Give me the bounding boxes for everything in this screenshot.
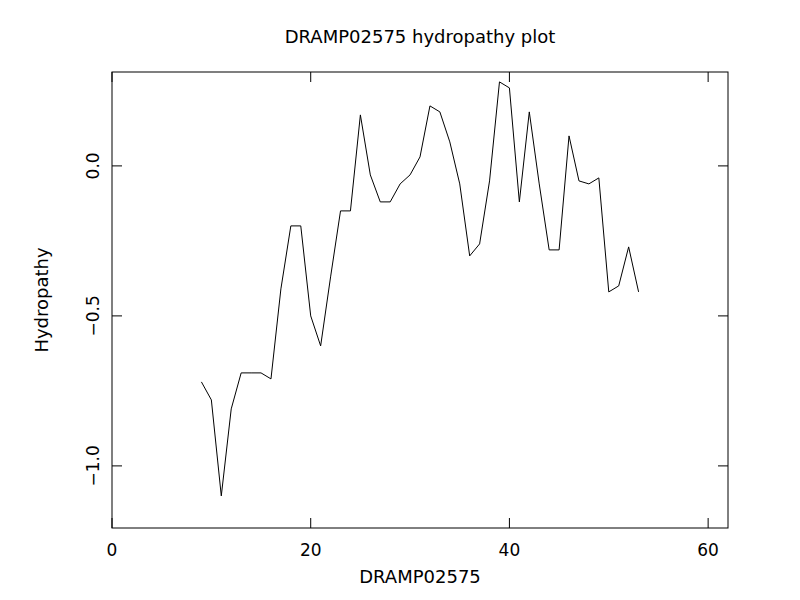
x-tick (310, 518, 311, 528)
chart: 0 20 40 60 −1.0 −0.5 0.0 DRAMP02575 hydropathy … (0, 0, 800, 600)
y-tick-label: −0.5 (83, 295, 103, 336)
x-tick (509, 72, 510, 82)
x-tick (310, 72, 311, 82)
x-tick-label: 0 (107, 540, 118, 560)
x-axis-label: DRAMP02575 (359, 566, 481, 587)
chart-title: DRAMP02575 hydropathy plot (285, 26, 556, 47)
x-tick-label: 20 (300, 540, 322, 560)
y-tick (718, 165, 728, 166)
y-tick (112, 315, 122, 316)
y-tick (112, 465, 122, 466)
plot-area (201, 82, 638, 496)
y-tick-label: 0.0 (83, 152, 103, 179)
y-tick (112, 165, 122, 166)
x-tick (708, 72, 709, 82)
y-tick-label: −1.0 (83, 445, 103, 486)
x-tick-label: 60 (697, 540, 719, 560)
hydropathy-line (201, 82, 638, 496)
x-tick (112, 518, 113, 528)
y-axis-label: Hydropathy (31, 247, 52, 353)
y-tick (718, 315, 728, 316)
y-tick (718, 465, 728, 466)
plot-frame (112, 72, 728, 528)
x-tick-label: 40 (499, 540, 521, 560)
x-tick (509, 518, 510, 528)
chart-svg: 0 20 40 60 −1.0 −0.5 0.0 DRAMP02575 hydropathy … (0, 0, 800, 600)
x-tick (708, 518, 709, 528)
x-tick (112, 72, 113, 82)
background (0, 0, 800, 600)
